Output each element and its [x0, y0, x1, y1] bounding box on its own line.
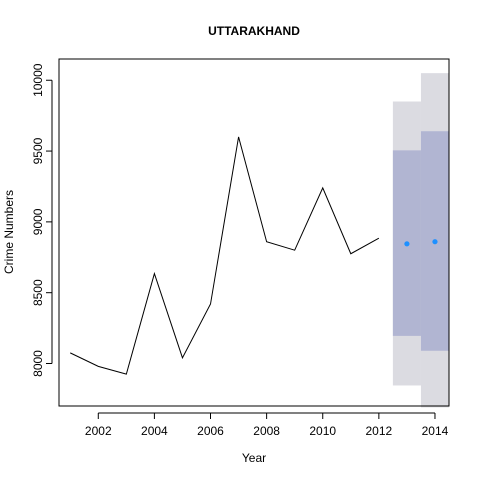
x-tick-label-2002: 2002: [85, 424, 112, 438]
chart-title: UTTARAKHAND: [208, 24, 300, 38]
history-line: [70, 136, 380, 375]
x-tick-label-2008: 2008: [253, 424, 280, 438]
x-tick-label-2004: 2004: [141, 424, 168, 438]
forecast-points: [404, 239, 438, 247]
plot-frame: [58, 58, 450, 407]
y-tick-label-8500: 8500: [31, 279, 45, 306]
y-tick-label-8000: 8000: [31, 350, 45, 377]
y-tick-label-9000: 9000: [31, 208, 45, 235]
y-tick-label-10000: 10000: [31, 63, 45, 97]
x-axis: 2002 2004 2006 2008 2010 2012 2014: [85, 412, 449, 438]
x-tick-label-2014: 2014: [422, 424, 449, 438]
series-lines: [70, 136, 380, 375]
forecast-point-2013: [404, 241, 410, 247]
x-tick-label-2012: 2012: [366, 424, 393, 438]
y-axis-label: Crime Numbers: [2, 190, 16, 274]
interval-bands: [392, 73, 449, 408]
x-axis-label: Year: [242, 451, 266, 465]
x-tick-label-2006: 2006: [197, 424, 224, 438]
forecast-point-2014: [432, 239, 438, 245]
y-axis: 8000 8500 9000 9500 10000: [31, 63, 53, 377]
x-tick-label-2010: 2010: [309, 424, 336, 438]
y-tick-label-9500: 9500: [31, 137, 45, 164]
